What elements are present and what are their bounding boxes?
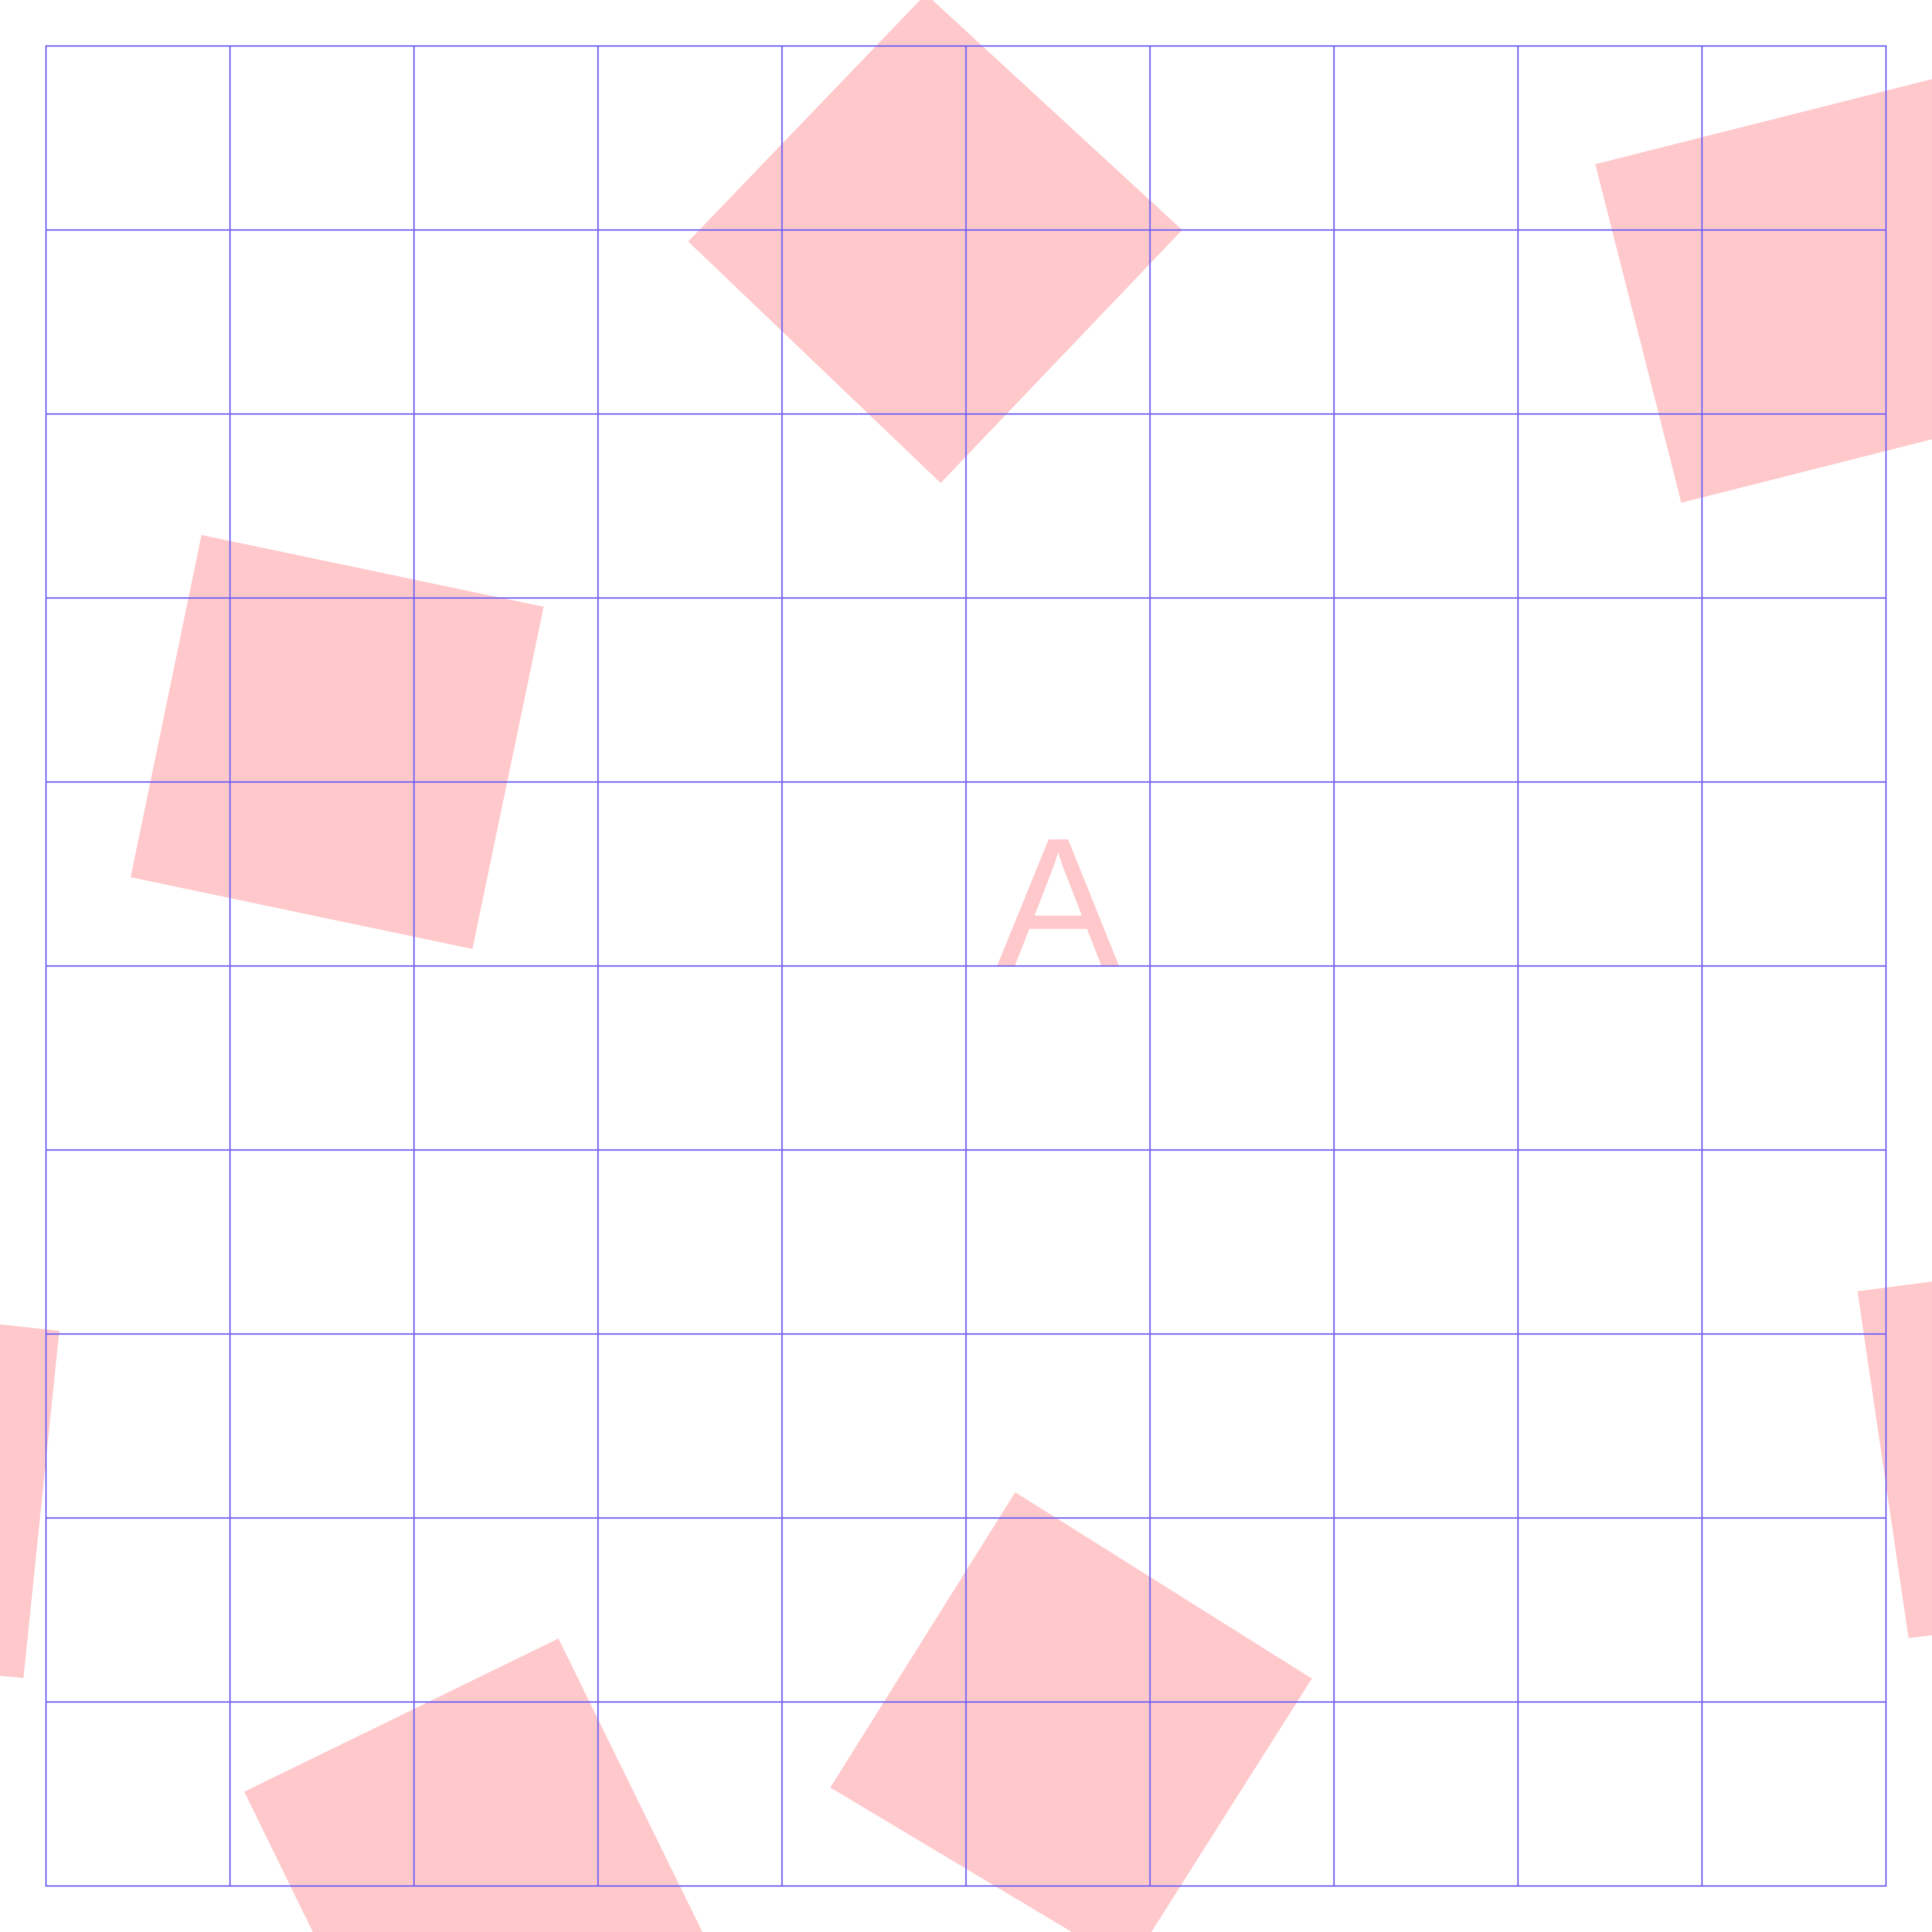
rotated-square-bottom-center [830,1492,1312,1932]
rotated-square-top-center [688,0,1182,483]
grid-border [45,45,1887,1887]
rotated-square-top-right [1595,79,1932,503]
label-letter-a: A [997,799,1121,1005]
rotated-square-bottom-left [244,1639,702,1932]
rotated-square-left-middle [131,535,544,949]
rotated-square-right-edge [1857,1282,1932,1638]
rotated-square-left-edge [0,1324,59,1678]
grid [46,46,1886,1886]
